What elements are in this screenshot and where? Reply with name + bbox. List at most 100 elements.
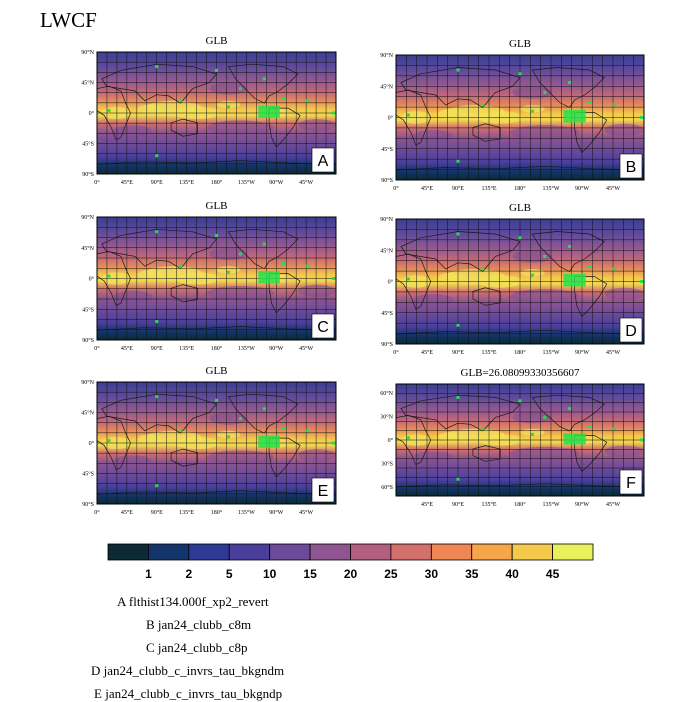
- low-lwcf-region: [604, 445, 644, 457]
- site-marker: [281, 426, 285, 430]
- coastline: [400, 67, 521, 108]
- colorbar-swatch: [269, 543, 311, 561]
- lat-tick-label: 45°N: [380, 83, 393, 90]
- site-marker: [612, 103, 616, 107]
- region-box: [258, 105, 280, 118]
- colorbar: 1 2 5 10 15 20 25 30 35 40 45: [107, 543, 594, 581]
- coastline: [396, 89, 432, 146]
- lat-tick-label: 90°S: [381, 341, 393, 348]
- low-lwcf-region: [206, 285, 274, 301]
- low-lwcf-region: [413, 130, 454, 143]
- coastline: [227, 393, 299, 434]
- lon-tick-label: 0°: [393, 185, 399, 192]
- site-marker: [179, 429, 183, 433]
- site-marker: [518, 399, 522, 403]
- low-lwcf-region: [113, 290, 152, 304]
- colorbar-level-label: 15: [303, 567, 317, 581]
- colorbar-level-label: 30: [425, 567, 439, 581]
- coastline: [97, 251, 131, 307]
- panel-title: GLB: [509, 202, 531, 214]
- colorbar-level-label: 5: [226, 567, 233, 581]
- site-marker: [568, 407, 572, 411]
- coastline: [400, 231, 521, 272]
- panel-tag-box: [619, 153, 643, 179]
- panel-tag-box: [311, 477, 335, 503]
- panel-tag-box: [619, 317, 643, 343]
- lon-tick-label: 90°W: [575, 349, 589, 356]
- lon-tick-label: 0°: [94, 509, 100, 516]
- lat-tick-label: 0°: [388, 279, 394, 286]
- low-lwcf-region: [209, 412, 248, 425]
- region-box: [258, 435, 280, 448]
- low-lwcf-region: [209, 82, 248, 95]
- lon-tick-label: 45°W: [606, 349, 620, 356]
- lon-tick-label: 135°W: [542, 501, 559, 508]
- panel-title: GLB: [206, 35, 228, 47]
- site-marker: [305, 264, 309, 268]
- high-lwcf-region: [438, 432, 463, 442]
- lon-tick-label: 180°: [211, 345, 223, 352]
- site-marker: [587, 265, 591, 268]
- low-lwcf-region: [512, 86, 553, 99]
- high-lwcf-region: [137, 104, 162, 115]
- high-lwcf-region: [438, 108, 463, 119]
- coastline: [574, 276, 608, 318]
- lon-tick-label: 180°: [514, 185, 526, 192]
- colorbar-level-label: 20: [344, 567, 358, 581]
- panel-title: GLB: [206, 200, 228, 212]
- site-marker: [305, 99, 309, 103]
- lat-tick-label: 90°S: [82, 171, 94, 178]
- coastline: [531, 231, 605, 272]
- site-marker: [226, 270, 230, 274]
- lat-tick-label: 30°N: [380, 413, 393, 420]
- site-marker: [456, 477, 460, 481]
- site-marker: [332, 277, 336, 280]
- coastline: [268, 273, 301, 314]
- lat-tick-label: 90°S: [82, 337, 94, 344]
- coastline: [531, 394, 605, 432]
- panel-tag-label: A: [318, 153, 329, 170]
- lon-tick-label: 45°W: [299, 509, 313, 516]
- lat-tick-label: 90°N: [81, 49, 94, 56]
- coastline: [472, 445, 501, 462]
- lon-tick-label: 135°W: [238, 509, 255, 516]
- legend-tag: A: [117, 594, 129, 609]
- lon-tick-label: 0°: [94, 345, 100, 352]
- lat-tick-label: 45°S: [381, 310, 393, 317]
- legend-case-name: flthist134.000f_xp2_revert: [128, 594, 269, 609]
- site-marker: [238, 417, 242, 421]
- legend-case-name: jan24_clubb_c8p: [157, 640, 248, 655]
- coastline: [268, 107, 301, 148]
- lon-tick-label: 90°E: [151, 345, 163, 352]
- colorbar-swatch: [107, 543, 149, 561]
- low-lwcf-region: [297, 119, 336, 132]
- lon-tick-label: 180°: [514, 501, 526, 508]
- panel-tag-label: C: [317, 319, 329, 336]
- colorbar-level-label: 40: [505, 567, 519, 581]
- low-lwcf-region: [209, 247, 248, 261]
- lon-tick-label: 135°E: [179, 345, 194, 352]
- legend-tag: B: [146, 617, 158, 632]
- site-marker: [587, 425, 591, 429]
- lat-tick-label: 90°N: [380, 216, 393, 223]
- site-marker: [612, 427, 616, 431]
- coastline: [396, 483, 644, 496]
- lon-tick-label: 45°E: [121, 509, 133, 516]
- colorbar-level-label: 35: [465, 567, 479, 581]
- coastline: [97, 415, 131, 471]
- lat-tick-label: 45°S: [82, 306, 94, 313]
- low-lwcf-region: [512, 412, 553, 424]
- lat-tick-label: 45°N: [81, 410, 94, 417]
- panel-tag-box: [311, 147, 335, 173]
- legend-entry-d: D jan24_clubb_c_invrs_tau_bkgndm: [91, 663, 284, 679]
- colorbar-swatch: [471, 543, 513, 561]
- panel-frame: [395, 218, 645, 345]
- coastline: [396, 329, 644, 344]
- colorbar-level-label: 2: [185, 567, 192, 581]
- site-marker: [481, 103, 485, 107]
- legend-case-name: jan24_clubb_c_invrs_tau_bkgndm: [103, 663, 285, 678]
- low-lwcf-region: [206, 120, 274, 135]
